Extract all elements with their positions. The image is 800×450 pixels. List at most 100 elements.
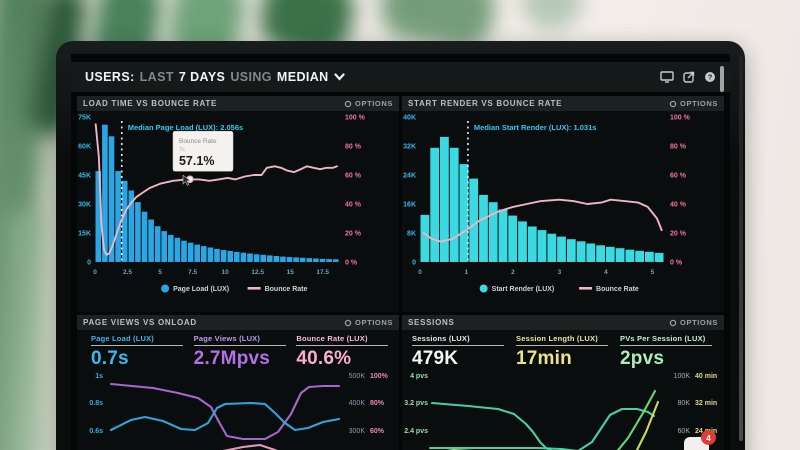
svg-text:40 min: 40 min: [695, 373, 717, 380]
svg-text:0 %: 0 %: [670, 260, 683, 267]
svg-text:500K: 500K: [349, 373, 366, 380]
help-icon[interactable]: ?: [704, 71, 716, 83]
svg-text:Bounce Rate: Bounce Rate: [265, 286, 308, 293]
metric-value: 2pvs: [620, 348, 665, 369]
panel-page-views: PAGE VIEWS VS ONLOAD OPTIONS Page Load (…: [77, 315, 399, 450]
svg-text:0: 0: [93, 269, 97, 276]
panel-sessions: SESSIONS OPTIONS Sessions (LUX) 479K: [402, 315, 724, 450]
svg-text:4: 4: [604, 269, 608, 276]
svg-text:15K: 15K: [78, 231, 91, 238]
svg-text:75K: 75K: [78, 115, 91, 122]
svg-text:Page Load (LUX): Page Load (LUX): [173, 286, 229, 293]
svg-text:4 pvs: 4 pvs: [410, 373, 428, 380]
svg-text:80%: 80%: [370, 400, 385, 407]
start-render-chart[interactable]: 40K 32K 24K 16K 8K 0 100 % 80 % 60 % 40 % 20 % 0 % 0…: [402, 111, 722, 307]
svg-text:40 %: 40 %: [345, 202, 362, 209]
svg-text:40K: 40K: [403, 115, 416, 122]
dashboard-content: LOAD TIME VS BOUNCE RATE OPTIONS 75K 60K 4…: [71, 96, 730, 450]
gear-icon: [344, 100, 352, 107]
svg-text:60%: 60%: [370, 428, 385, 435]
bounce-rate-line: [422, 198, 663, 243]
metric-sessions: Sessions (LUX) 479K: [412, 334, 516, 372]
panel-load-time: LOAD TIME VS BOUNCE RATE OPTIONS 75K 60K 4…: [77, 96, 399, 312]
plant-leaf: [8, 210, 42, 450]
svg-text:12.5: 12.5: [251, 269, 264, 276]
histogram-bars: [95, 124, 339, 262]
users-label: USERS:: [85, 70, 135, 84]
svg-text:2.4 pvs: 2.4 pvs: [404, 428, 428, 435]
svg-text:3.2 pvs: 3.2 pvs: [404, 400, 428, 407]
svg-text:7.5: 7.5: [188, 269, 197, 276]
options-button[interactable]: OPTIONS: [344, 99, 393, 108]
display-icon[interactable]: [660, 71, 674, 83]
svg-text:100%: 100%: [370, 373, 389, 380]
svg-text:1: 1: [465, 269, 469, 276]
cursor-pointer-icon: [182, 174, 192, 186]
metric-pvs-per-session: PVs Per Session (LUX) 2pvs: [620, 334, 724, 372]
options-button[interactable]: OPTIONS: [344, 318, 393, 327]
svg-text:100 %: 100 %: [345, 115, 366, 122]
metric-value: MEDIAN: [276, 70, 329, 84]
svg-text:60K: 60K: [78, 144, 91, 151]
svg-text:Median Start Render (LUX): 1.0: Median Start Render (LUX): 1.031s: [474, 123, 597, 132]
svg-text:Start Render (LUX): Start Render (LUX): [492, 286, 555, 293]
svg-text:1s: 1s: [95, 373, 103, 380]
svg-text:100 %: 100 %: [670, 115, 691, 122]
svg-text:5: 5: [158, 269, 162, 276]
chevron-down-icon[interactable]: [334, 73, 345, 81]
chat-widget-button[interactable]: 4: [684, 430, 716, 450]
svg-text:60 %: 60 %: [670, 173, 687, 180]
svg-text:Bounce Rate: Bounce Rate: [179, 138, 217, 145]
svg-text:2: 2: [511, 269, 515, 276]
metric-label: Page Views (LUX): [193, 334, 261, 343]
options-button[interactable]: OPTIONS: [669, 318, 718, 327]
svg-text:60 %: 60 %: [345, 173, 362, 180]
svg-text:80 %: 80 %: [345, 144, 362, 151]
svg-text:60K: 60K: [678, 428, 691, 435]
gear-icon: [344, 319, 352, 326]
notification-badge: 4: [701, 430, 716, 445]
svg-text:0: 0: [412, 260, 416, 267]
options-button[interactable]: OPTIONS: [669, 99, 718, 108]
trend-line: [616, 389, 657, 450]
svg-text:57.1%: 57.1%: [179, 154, 214, 168]
trend-line: [635, 400, 660, 450]
svg-text:30K: 30K: [78, 202, 91, 209]
svg-text:0 %: 0 %: [345, 260, 358, 267]
panel-start-render: START RENDER VS BOUNCE RATE OPTIONS 40K 3…: [402, 96, 724, 312]
bounce-rate-line: [94, 123, 338, 256]
monitor: USERS: LAST 7 DAYS USING MEDIAN ?: [56, 41, 745, 450]
app-header: USERS: LAST 7 DAYS USING MEDIAN ?: [71, 62, 730, 92]
svg-text:24K: 24K: [403, 173, 416, 180]
panel-title: SESSIONS: [408, 318, 455, 327]
range-value: 7 DAYS: [178, 70, 226, 84]
svg-text:0: 0: [87, 260, 91, 267]
svg-text:400K: 400K: [349, 400, 366, 407]
svg-text:15: 15: [287, 269, 295, 276]
svg-text:300K: 300K: [349, 428, 366, 435]
metric-label: Bounce Rate (LUX): [296, 334, 368, 343]
users-range-dropdown[interactable]: USERS: LAST 7 DAYS USING MEDIAN: [85, 70, 345, 84]
sessions-trend-chart[interactable]: 4 pvs 3.2 pvs 2.4 pvs 100K 40 min 80K 32 min 60…: [402, 372, 722, 450]
svg-text:20 %: 20 %: [670, 231, 687, 238]
svg-text:16K: 16K: [403, 202, 416, 209]
svg-text:100K: 100K: [674, 373, 691, 380]
svg-text:0.6s: 0.6s: [89, 428, 103, 435]
svg-text:80 %: 80 %: [670, 144, 687, 151]
metric-label: Page Load (LUX): [91, 334, 155, 343]
page-views-trend-chart[interactable]: 1s 0.8s 0.6s 500K 100% 400K 80% 300K 60%: [77, 372, 397, 450]
chart-legend: Page Load (LUX) Bounce Rate: [161, 284, 308, 293]
panel-title: START RENDER VS BOUNCE RATE: [408, 99, 563, 108]
scrollbar-thumb[interactable]: [720, 66, 724, 92]
share-icon[interactable]: [683, 71, 695, 83]
metric-value: 479K: [412, 348, 459, 369]
gear-icon: [669, 319, 677, 326]
trend-line: [428, 407, 656, 450]
metric-label: Session Length (LUX): [516, 334, 598, 343]
metric-value: 2.7Mpvs: [193, 348, 271, 369]
svg-text:3: 3: [558, 269, 562, 276]
load-time-chart[interactable]: 75K 60K 45K 30K 15K 0 100 % 80 % 60 % 40 % 20 % 0 %…: [77, 111, 397, 307]
chart-legend: Start Render (LUX) Bounce Rate: [479, 284, 639, 293]
panel-title: PAGE VIEWS VS ONLOAD: [83, 318, 197, 327]
